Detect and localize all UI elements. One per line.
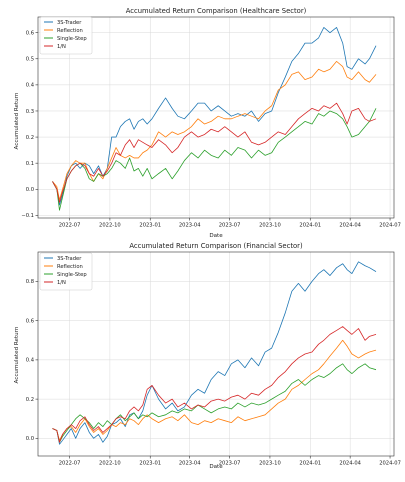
y-tick-label: 0.5 [26, 57, 34, 63]
chart-title: Accumulated Return Comparison (Financial… [129, 242, 303, 250]
legend: 3S-Trader Reflection Single-Step 1/N [39, 16, 93, 55]
legend-label: Reflection [57, 264, 83, 270]
y-tick-label: 0.4 [26, 83, 35, 89]
x-tick-label: 2023-04 [179, 461, 201, 467]
x-tick-label: 2023-01 [139, 223, 161, 229]
x-tick-label: 2022-10 [99, 223, 121, 229]
x-tick-label: 2024-07 [379, 223, 401, 229]
financial-plot-area: 2022-07 2022-10 2023-01 2023-04 2023-07 2023-… [26, 251, 401, 467]
y-tick-label: 0.8 [26, 279, 34, 285]
y-tick-label: 0.2 [26, 135, 34, 141]
legend-label: Single-Step [57, 36, 87, 42]
financial-chart: Accumulated Return Comparison (Financial… [14, 242, 401, 470]
legend-label: Single-Step [57, 272, 87, 278]
x-axis-label: Date [209, 464, 223, 470]
x-tick-label: 2022-10 [99, 461, 121, 467]
x-tick-label: 2024-04 [339, 461, 361, 467]
y-axis-label: Accumulated Return [14, 326, 20, 383]
legend-box [39, 252, 93, 291]
chart-title: Accumulated Return Comparison (Healthcar… [126, 7, 307, 15]
y-tick-label: 0.4 [26, 358, 35, 364]
y-tick-label: 0.0 [26, 187, 34, 193]
series-line [52, 326, 377, 443]
x-tick-label: 2022-07 [59, 223, 81, 229]
series-line [52, 60, 377, 201]
y-tick-label: 0.2 [26, 397, 34, 403]
y-tick-label: 0.6 [26, 318, 34, 324]
series-line [52, 27, 377, 206]
x-tick-label: 2024-01 [299, 461, 321, 467]
y-tick-label: 0.3 [26, 109, 34, 115]
series-line [52, 339, 377, 441]
series-line [52, 261, 377, 445]
y-tick-label: 0.6 [26, 30, 34, 36]
y-tick-label: 0.1 [26, 161, 34, 167]
plot-frame [37, 251, 395, 457]
healthcare-chart: Accumulated Return Comparison (Healthcar… [14, 7, 401, 239]
x-tick-label: 2023-10 [259, 461, 281, 467]
x-tick-label: 2024-07 [379, 461, 401, 467]
plot-frame [37, 16, 395, 219]
x-tick-label: 2023-01 [139, 461, 161, 467]
series-line [52, 102, 377, 203]
x-tick-label: 2023-10 [259, 223, 281, 229]
legend-label: 1/N [57, 280, 66, 286]
legend-label: 1/N [57, 44, 66, 50]
series-line [52, 108, 377, 211]
y-tick-label: −0.1 [21, 213, 34, 219]
legend: 3S-Trader Reflection Single-Step 1/N [39, 252, 93, 291]
healthcare-plot-area: 2022-07 2022-10 2023-01 2023-04 2023-07 2023-… [21, 16, 401, 229]
x-tick-label: 2024-01 [299, 223, 321, 229]
legend-label: 3S-Trader [57, 20, 82, 26]
y-tick-label: 0.0 [26, 436, 34, 442]
x-tick-label: 2023-07 [219, 461, 241, 467]
x-axis-label: Date [209, 233, 223, 239]
x-tick-label: 2024-04 [339, 223, 361, 229]
legend-label: 3S-Trader [57, 256, 82, 262]
legend-label: Reflection [57, 28, 83, 34]
x-tick-label: 2022-07 [59, 461, 81, 467]
x-tick-label: 2023-07 [219, 223, 241, 229]
series-line [52, 363, 377, 443]
y-axis-label: Accumulated Return [14, 92, 20, 149]
x-tick-label: 2023-04 [179, 223, 201, 229]
legend-box [39, 16, 93, 55]
